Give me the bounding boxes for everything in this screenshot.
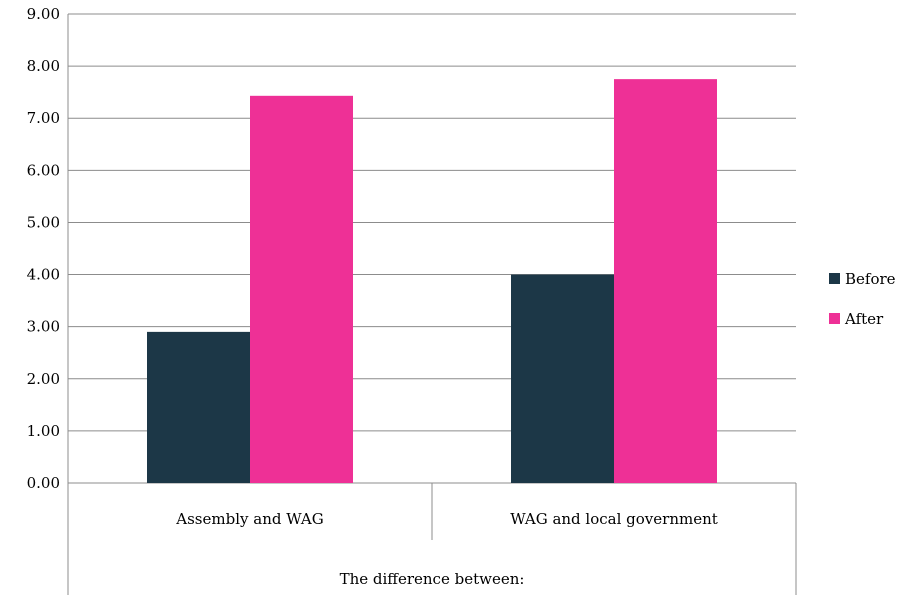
- x-axis-group-label: The difference between:: [340, 570, 525, 588]
- bar-after-2: [614, 79, 717, 483]
- y-tick-label: 7.00: [27, 109, 60, 127]
- y-tick-label: 2.00: [27, 370, 60, 388]
- bars: [147, 79, 717, 483]
- y-tick-label: 0.00: [27, 474, 60, 492]
- x-category-label: WAG and local government: [510, 510, 718, 528]
- legend-label-before: Before: [845, 270, 896, 288]
- y-tick-label: 8.00: [27, 57, 60, 75]
- legend: Before After: [829, 270, 896, 328]
- bar-after-1: [250, 95, 353, 483]
- legend-swatch-after: [829, 313, 840, 324]
- y-tick-label: 4.00: [27, 266, 60, 284]
- bar-before-2: [511, 274, 614, 483]
- category-labels: Assembly and WAG WAG and local government: [175, 510, 718, 528]
- legend-swatch-before: [829, 273, 840, 284]
- y-tick-label: 1.00: [27, 422, 60, 440]
- y-tick-label: 5.00: [27, 213, 60, 231]
- bar-before-1: [147, 331, 250, 483]
- axes: [67, 14, 797, 595]
- y-tick-label: 6.00: [27, 161, 60, 179]
- y-tick-label: 9.00: [27, 5, 60, 23]
- x-category-label: Assembly and WAG: [175, 510, 323, 528]
- y-axis-tick-labels: 0.00 1.00 2.00 3.00 4.00 5.00 6.00 7.00 8.00 9.00: [27, 5, 60, 492]
- legend-label-after: After: [844, 310, 884, 328]
- y-tick-label: 3.00: [27, 318, 60, 336]
